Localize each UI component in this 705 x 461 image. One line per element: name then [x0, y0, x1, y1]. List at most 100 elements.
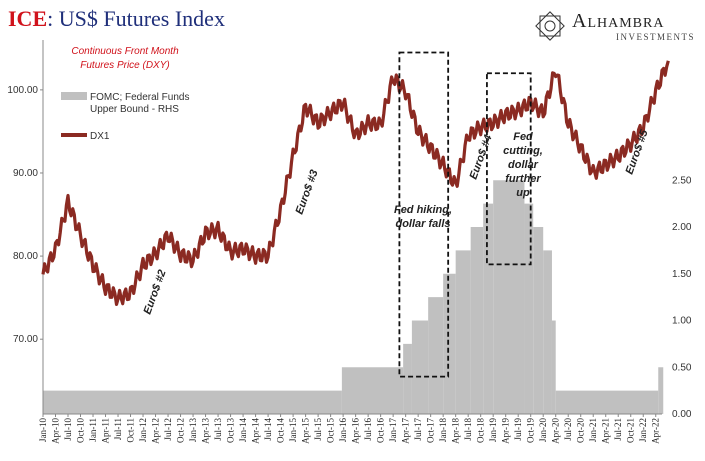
x-tick-label-46: Jul-21 — [613, 418, 623, 441]
x-tick-label-23: Oct-15 — [326, 418, 336, 443]
x-tick-label-14: Jul-13 — [213, 418, 223, 441]
x-tick-label-6: Jul-11 — [113, 418, 123, 440]
annotation-box-1 — [398, 51, 450, 378]
note-line-2: Futures Price (DXY) — [80, 60, 169, 71]
x-tick-label-26: Jul-16 — [363, 418, 373, 441]
right-tick-label-5: 2.50 — [672, 175, 692, 186]
x-tick-label-43: Oct-20 — [576, 418, 586, 443]
note-line-1: Continuous Front Month — [71, 46, 179, 57]
box2-text-5: up — [516, 187, 530, 199]
logo-subtext: INVESTMENTS — [616, 32, 695, 42]
x-tick-label-31: Oct-17 — [426, 418, 436, 443]
right-tick-label-0: 0.00 — [672, 409, 692, 420]
fed-funds-bar-12 — [543, 250, 552, 414]
x-tick-label-40: Jan-20 — [538, 418, 548, 442]
x-tick-label-19: Oct-14 — [276, 418, 286, 443]
fed-funds-bar-10 — [524, 203, 534, 414]
x-tick-label-9: Apr-12 — [151, 418, 161, 444]
left-tick-label-0: 70.00 — [13, 334, 38, 345]
left-axis-ticks: 70.00 80.00 90.00 100.00 — [7, 85, 43, 345]
fed-funds-bar-13 — [551, 320, 556, 414]
x-tick-label-13: Apr-13 — [201, 418, 211, 444]
x-tick-label-18: Jul-14 — [263, 418, 273, 441]
x-tick-label-2: Jul-10 — [63, 418, 73, 441]
legend-label-fomc-2: Upper Bound - RHS — [90, 104, 179, 115]
x-tick-label-24: Jan-16 — [338, 418, 348, 442]
right-axis-ticks: 0.00 0.50 1.00 1.50 2.00 2.50 — [672, 175, 692, 420]
x-tick-label-28: Jan-17 — [388, 418, 398, 442]
x-tick-label-17: Apr-14 — [251, 418, 261, 444]
x-tick-label-22: Jul-15 — [313, 418, 323, 441]
x-tick-label-3: Oct-10 — [76, 418, 86, 443]
x-tick-label-39: Oct-19 — [526, 418, 536, 443]
x-tick-label-20: Jan-15 — [288, 418, 298, 442]
alhambra-star-logo-icon — [535, 11, 565, 41]
fed-funds-bar-11 — [533, 227, 544, 414]
x-tick-label-25: Apr-16 — [351, 418, 361, 444]
x-tick-label-21: Apr-15 — [301, 418, 311, 444]
chart-title: ICE: US$ Futures Index — [8, 6, 225, 32]
x-tick-label-48: Jan-22 — [638, 418, 648, 442]
x-tick-label-4: Jan-11 — [88, 418, 98, 442]
x-tick-label-32: Jan-18 — [438, 418, 448, 442]
x-tick-label-41: Apr-20 — [551, 418, 561, 444]
fed-funds-bar-0 — [43, 390, 342, 414]
dx1-line — [41, 60, 670, 306]
fed-funds-bar-1 — [341, 367, 404, 414]
box2-text-1: Fed — [513, 131, 533, 143]
right-tick-label-4: 2.00 — [672, 222, 692, 233]
annotation-box-2 — [486, 72, 532, 266]
fed-funds-bar-6 — [455, 250, 471, 414]
fed-funds-bar-8 — [483, 203, 494, 414]
title-accent: ICE — [8, 6, 48, 31]
x-tick-label-45: Apr-21 — [601, 418, 611, 444]
x-tick-label-38: Jul-19 — [513, 418, 523, 441]
x-tick-label-27: Oct-16 — [376, 418, 386, 443]
legend-label-fomc: FOMC; Federal Funds — [90, 92, 189, 103]
annotation-euro2: Euro$ #2 — [142, 268, 169, 316]
left-tick-label-3: 100.00 — [7, 85, 38, 96]
x-tick-label-1: Apr-10 — [51, 418, 61, 444]
x-tick-label-7: Oct-11 — [126, 418, 136, 443]
annotation-boxes — [398, 51, 532, 378]
x-tick-label-37: Apr-19 — [501, 418, 511, 444]
x-tick-label-8: Jan-12 — [138, 418, 148, 442]
x-tick-label-29: Apr-17 — [401, 418, 411, 444]
x-tick-label-33: Apr-18 — [451, 418, 461, 444]
fed-funds-bar-2 — [403, 343, 412, 414]
fed-funds-bar-7 — [470, 227, 484, 414]
x-tick-label-30: Jul-17 — [413, 418, 423, 441]
annotation-euro4: Euro$ #4 — [468, 133, 495, 181]
legend-swatch-fomc — [61, 92, 87, 100]
fed-funds-bars — [43, 180, 664, 414]
x-tick-label-44: Jan-21 — [588, 418, 598, 442]
left-tick-label-2: 90.00 — [13, 168, 38, 179]
right-tick-label-2: 1.00 — [672, 316, 692, 327]
box1-text-1: Fed hiking, — [394, 204, 452, 216]
fed-funds-bar-5 — [443, 273, 456, 414]
x-axis-ticks: Jan-10 Apr-10 Jul-10 Oct-10 Jan-11 Apr-11 Jul-… — [38, 414, 661, 444]
x-tick-label-10: Jul-12 — [163, 418, 173, 441]
right-tick-label-3: 1.50 — [672, 269, 692, 280]
x-tick-label-49: Apr-22 — [651, 418, 661, 444]
box2-text-4: further — [505, 173, 541, 185]
x-tick-label-11: Oct-12 — [176, 418, 186, 443]
x-tick-label-35: Oct-18 — [476, 418, 486, 443]
title-rest: : US$ Futures Index — [47, 6, 225, 31]
box1-text-2: dollar falls — [395, 218, 450, 230]
dx1-series — [41, 60, 670, 306]
box2-text-3: dollar — [508, 159, 539, 171]
x-tick-label-12: Jan-13 — [188, 418, 198, 442]
x-tick-label-34: Jul-18 — [463, 418, 473, 441]
x-tick-label-36: Jan-19 — [488, 418, 498, 442]
x-tick-label-47: Oct-21 — [626, 418, 636, 443]
legend-label-dx1: DX1 — [90, 131, 110, 142]
brand-logo: Alhambra INVESTMENTS — [528, 8, 703, 48]
left-tick-label-1: 80.00 — [13, 251, 38, 262]
x-tick-label-16: Jan-14 — [238, 418, 248, 442]
x-tick-label-42: Jul-20 — [563, 418, 573, 441]
fed-funds-bar-9 — [493, 180, 525, 414]
right-tick-label-1: 0.50 — [672, 362, 692, 373]
x-tick-label-5: Apr-11 — [101, 418, 111, 443]
